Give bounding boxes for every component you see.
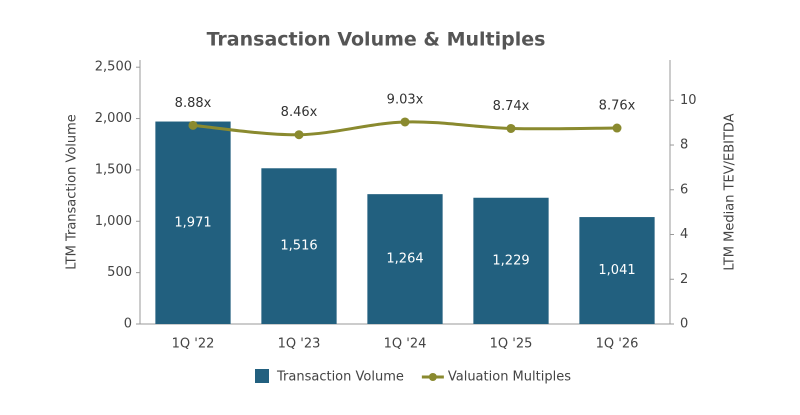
y2-tick-label: 0 — [680, 317, 688, 332]
y2-tick-label: 6 — [680, 182, 688, 197]
bar — [473, 197, 549, 324]
x-tick-label: 1Q '24 — [384, 337, 427, 352]
y2-tick-label: 8 — [680, 138, 688, 153]
x-tick-label: 1Q '23 — [278, 337, 321, 352]
legend-swatch — [255, 369, 269, 383]
bar-value-label: 1,516 — [280, 239, 317, 254]
y-tick-label: 2,000 — [95, 111, 132, 126]
y2-axis-title: LTM Median TEV/EBITDA — [723, 113, 738, 270]
line-point — [612, 123, 622, 133]
bar — [579, 217, 655, 324]
legend-swatch — [428, 373, 437, 381]
y-tick-label: 1,000 — [95, 214, 132, 229]
bar — [155, 121, 231, 324]
bar — [261, 168, 337, 324]
legend-label: Valuation Multiples — [448, 370, 571, 385]
line-value-label: 8.88x — [175, 96, 212, 111]
line-point — [188, 120, 198, 130]
line-value-label: 8.76x — [599, 99, 636, 114]
y2-tick-label: 10 — [680, 93, 697, 108]
chart-title: Transaction Volume & Multiples — [207, 29, 546, 51]
y2-tick-label: 2 — [680, 272, 688, 287]
bar-value-label: 1,041 — [598, 263, 635, 278]
y-tick-label: 0 — [124, 317, 132, 332]
x-tick-label: 1Q '25 — [490, 337, 533, 352]
x-tick-label: 1Q '26 — [596, 337, 639, 352]
line-value-label: 8.46x — [281, 105, 318, 120]
x-tick-label: 1Q '22 — [172, 337, 215, 352]
line-value-label: 9.03x — [387, 92, 424, 107]
bar-value-label: 1,264 — [386, 252, 423, 267]
y-tick-label: 500 — [107, 265, 132, 280]
line-value-label: 8.74x — [493, 99, 530, 114]
line-point — [400, 117, 410, 127]
y-axis-title: LTM Transaction Volume — [65, 114, 80, 270]
legend-label: Transaction Volume — [276, 370, 404, 385]
line-point — [506, 123, 516, 133]
line-point — [294, 130, 304, 140]
bar-value-label: 1,971 — [174, 215, 211, 230]
y2-tick-label: 4 — [680, 227, 688, 242]
bar-value-label: 1,229 — [492, 253, 529, 268]
y-tick-label: 2,500 — [95, 60, 132, 75]
bar — [367, 194, 443, 324]
y-tick-label: 1,500 — [95, 162, 132, 177]
